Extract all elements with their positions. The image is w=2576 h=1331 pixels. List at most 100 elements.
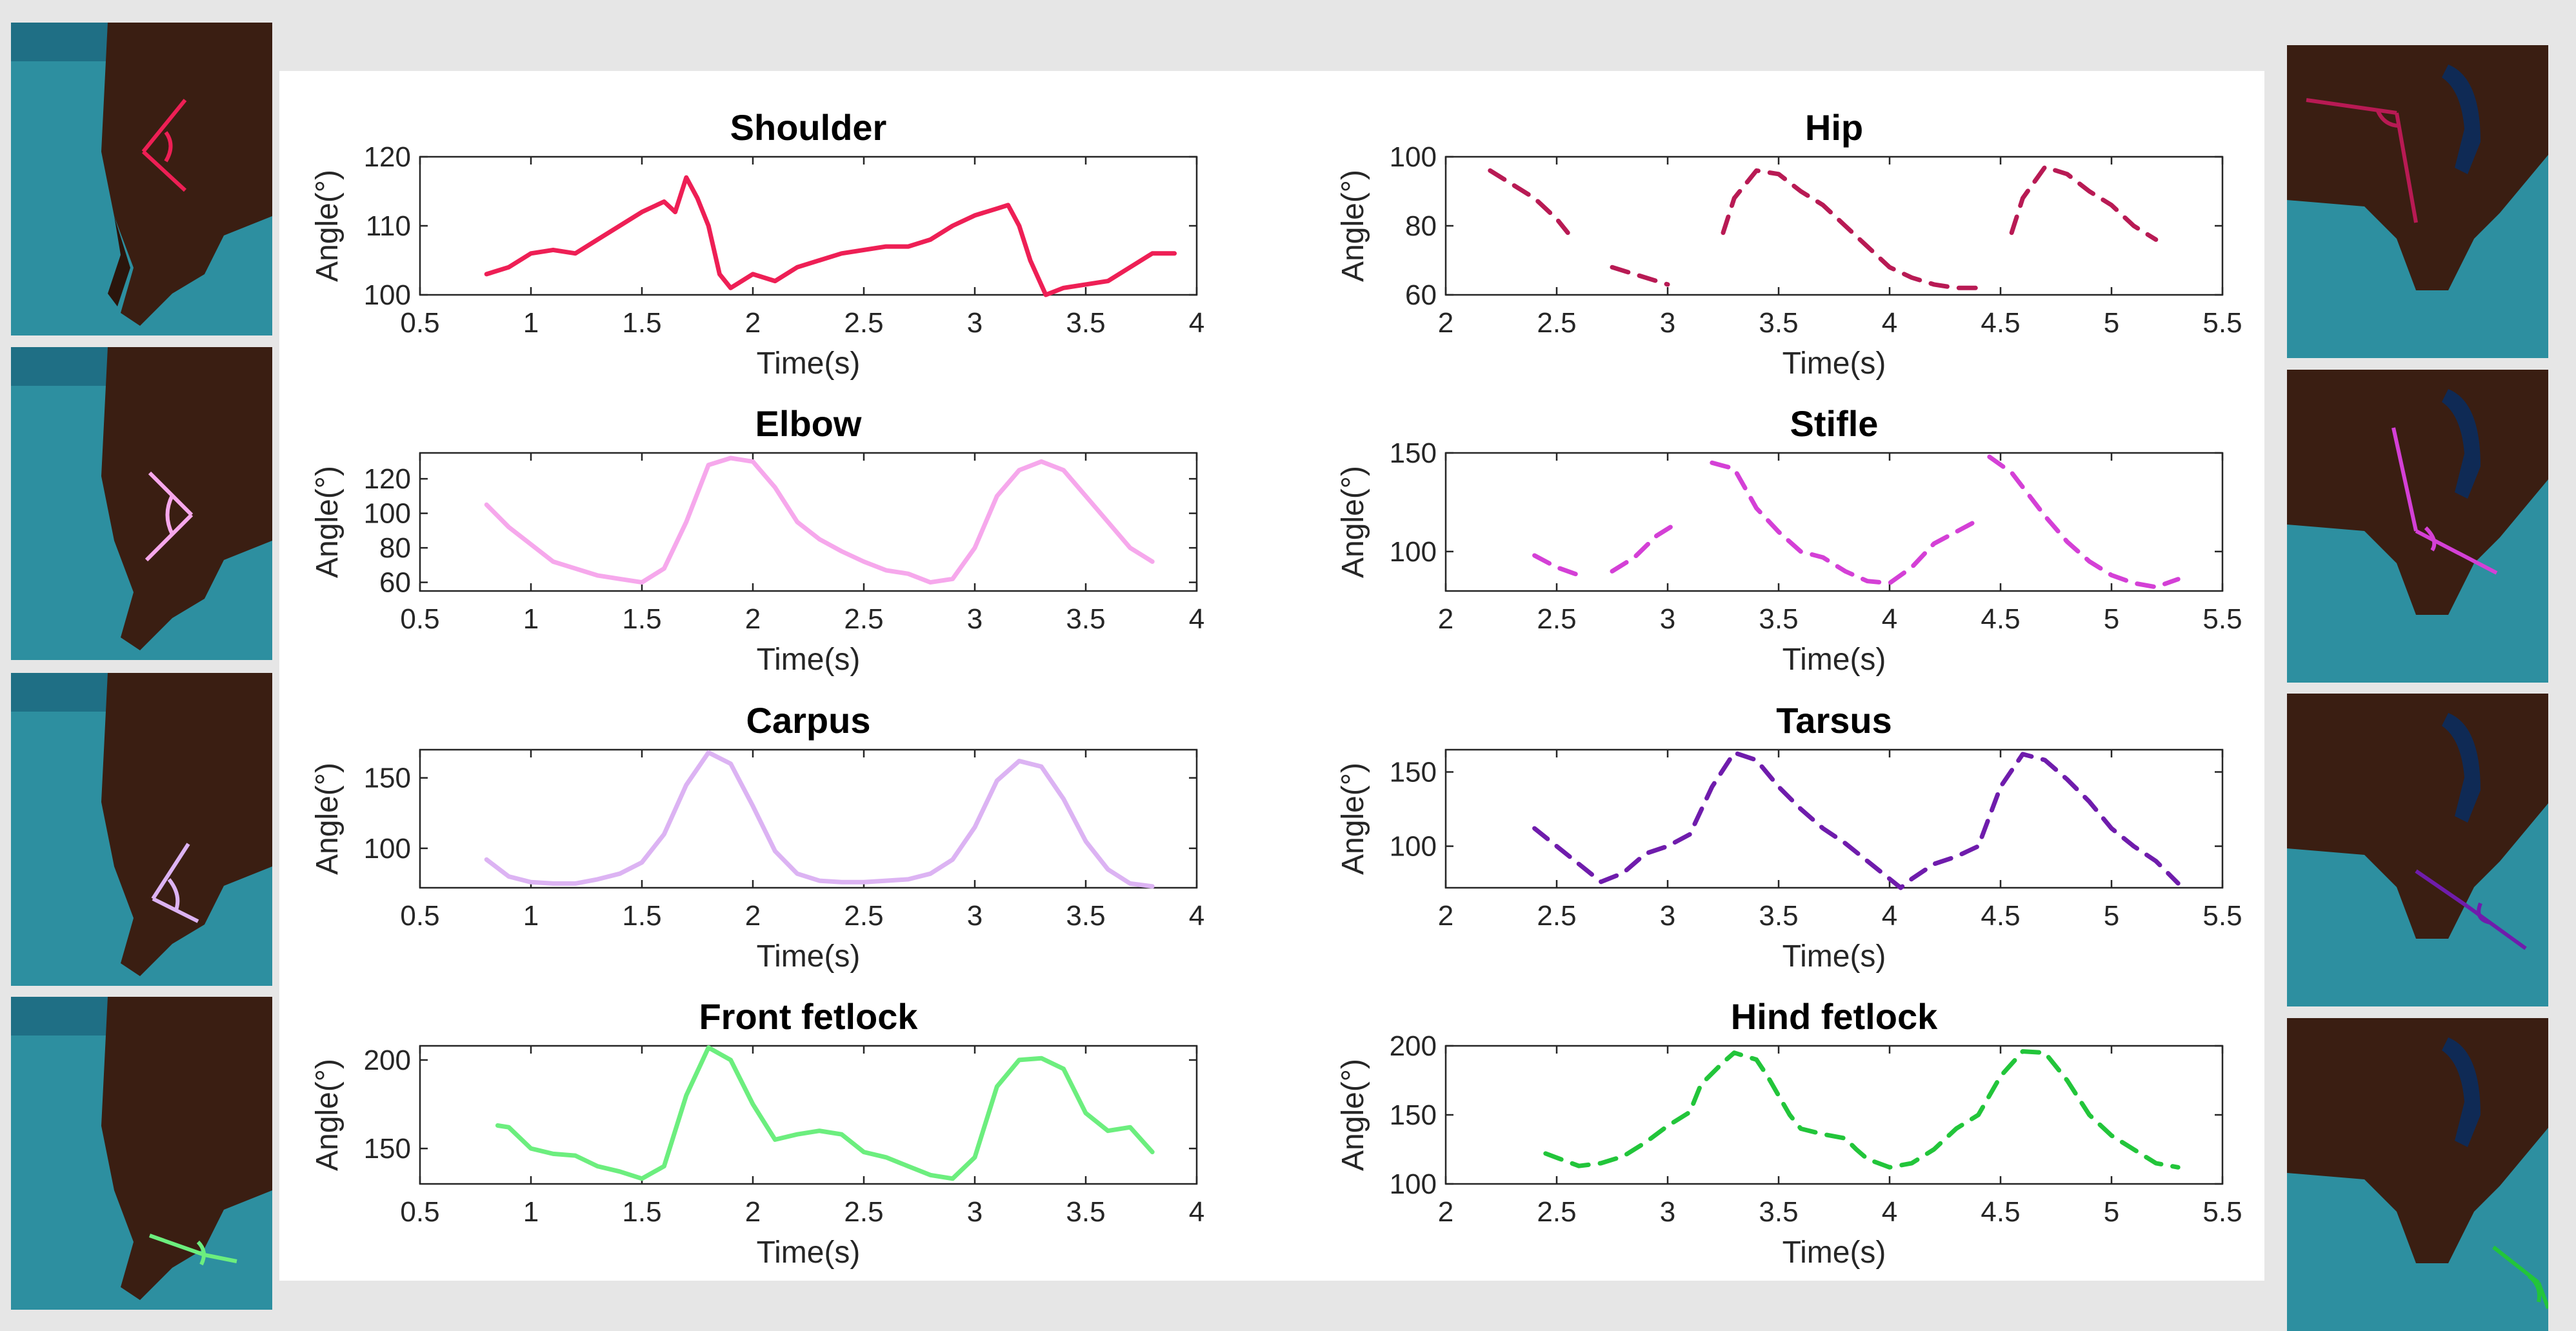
shoulder-y-tick-label: 120 (364, 141, 411, 173)
hind-fetlock-chart: 2 2.5 3 3.5 4 4.5 5 5.5 100 150 200 Hind fetlock Tim… (1336, 996, 2242, 1270)
front-fetlock-x-axis-label: Time(s) (757, 1236, 861, 1270)
tarsus-x-tick-label: 5 (2104, 900, 2119, 932)
stifle-y-tick-label: 150 (1390, 437, 1437, 469)
stifle-x-tick-label: 4.5 (1981, 603, 2020, 635)
elbow-axes-box (419, 452, 1198, 592)
hip-y-tick-label: 80 (1405, 210, 1437, 242)
shoulder-x-tick-label: 2 (745, 307, 761, 339)
hip-x-tick-label: 5.5 (2202, 307, 2242, 339)
front-fetlock-x-tick-label: 2 (745, 1196, 761, 1228)
tarsus-series-line (1532, 750, 2181, 890)
front-fetlock-x-tick-label: 3 (967, 1196, 983, 1228)
front-fetlock-chart: 0.5 1 1.5 2 2.5 3 3.5 4 150 200 Front fetlock Time(… (310, 996, 1204, 1270)
carpus-y-tick-label: 150 (364, 763, 411, 794)
elbow-x-tick-label: 2 (745, 603, 761, 635)
hind-fetlock-x-axis-label: Time(s) (1782, 1236, 1886, 1270)
hind-fetlock-y-tick-label: 100 (1390, 1168, 1437, 1200)
carpus-series-line (484, 750, 1155, 889)
tarsus-photo-image (2287, 694, 2548, 1006)
elbow-x-tick-label: 3 (967, 603, 983, 635)
carpus-title: Carpus (746, 700, 871, 741)
front-fetlock-photo-image (11, 997, 272, 1310)
carpus-x-tick-label: 1 (523, 900, 539, 932)
hip-chart: 2 2.5 3 3.5 4 4.5 5 5.5 60 80 100 Hip Time(s) Angle(°… (1336, 107, 2242, 381)
hind-fetlock-y-tick-label: 200 (1390, 1030, 1437, 1062)
stifle-title: Stifle (1790, 403, 1879, 444)
stifle-series-line (1710, 460, 1981, 586)
shoulder-x-tick-label: 0.5 (400, 307, 439, 339)
shoulder-x-tick-label: 4 (1189, 307, 1204, 339)
front-fetlock-x-tick-label: 1.5 (622, 1196, 661, 1228)
hip-y-tick-label: 100 (1390, 141, 1437, 173)
elbow-x-tick-label: 4 (1189, 603, 1204, 635)
carpus-y-axis-label: Angle(°) (310, 763, 344, 875)
stifle-series-line (1532, 553, 1581, 577)
hip-x-tick-label: 2 (1438, 307, 1453, 339)
elbow-x-tick-label: 2.5 (844, 603, 883, 635)
elbow-y-axis-label: Angle(°) (310, 466, 344, 578)
stifle-x-tick-label: 3.5 (1759, 603, 1798, 635)
hip-x-axis-label: Time(s) (1782, 346, 1886, 381)
carpus-x-tick-label: 0.5 (400, 900, 439, 932)
carpus-photo (11, 673, 272, 986)
hind-fetlock-photo (2287, 1018, 2548, 1331)
stifle-x-axis-label: Time(s) (1782, 643, 1886, 677)
hind-fetlock-axes-box (1444, 1045, 2224, 1185)
carpus-x-tick-label: 1.5 (622, 900, 661, 932)
elbow-x-tick-label: 1.5 (622, 603, 661, 635)
carpus-y-tick-label: 100 (364, 833, 411, 865)
stifle-photo (2287, 370, 2548, 683)
front-fetlock-x-tick-label: 4 (1189, 1196, 1204, 1228)
front-fetlock-axes-box (419, 1045, 1198, 1185)
tarsus-y-tick-label: 150 (1390, 757, 1437, 788)
hind-fetlock-x-tick-label: 3 (1660, 1196, 1675, 1228)
front-fetlock-series-line (495, 1045, 1155, 1181)
front-fetlock-photo (11, 997, 272, 1310)
hind-fetlock-series-line (1543, 1049, 2181, 1170)
hip-x-tick-label: 2.5 (1537, 307, 1576, 339)
tarsus-x-tick-label: 2.5 (1537, 900, 1576, 932)
hip-x-tick-label: 3.5 (1759, 307, 1798, 339)
hind-fetlock-x-tick-label: 5 (2104, 1196, 2119, 1228)
front-fetlock-title: Front fetlock (699, 996, 918, 1037)
tarsus-x-tick-label: 3.5 (1759, 900, 1798, 932)
shoulder-y-tick-label: 100 (364, 279, 411, 311)
stifle-y-axis-label: Angle(°) (1336, 466, 1370, 578)
tarsus-y-tick-label: 100 (1390, 831, 1437, 863)
elbow-y-tick-label: 120 (364, 463, 411, 495)
stifle-chart: 2 2.5 3 3.5 4 4.5 5 5.5 100 150 Stifle Time(s) Angle… (1336, 403, 2242, 677)
hip-x-tick-label: 5 (2104, 307, 2119, 339)
stifle-x-tick-label: 3 (1660, 603, 1675, 635)
stifle-x-tick-label: 2.5 (1537, 603, 1576, 635)
tarsus-x-tick-label: 2 (1438, 900, 1453, 932)
hip-series-line (1721, 168, 1981, 290)
stifle-x-tick-label: 5.5 (2202, 603, 2242, 635)
hip-photo-image (2287, 45, 2548, 358)
elbow-y-tick-label: 80 (379, 532, 411, 564)
stifle-x-tick-label: 5 (2104, 603, 2119, 635)
tarsus-title: Tarsus (1776, 700, 1892, 741)
hind-fetlock-x-tick-label: 4 (1882, 1196, 1897, 1228)
elbow-x-axis-label: Time(s) (757, 643, 861, 677)
front-fetlock-y-axis-label: Angle(°) (310, 1059, 344, 1171)
hind-fetlock-photo-image (2287, 1018, 2548, 1331)
tarsus-x-tick-label: 4.5 (1981, 900, 2020, 932)
tarsus-x-tick-label: 4 (1882, 900, 1897, 932)
shoulder-x-tick-label: 2.5 (844, 307, 883, 339)
hip-series-line (1610, 265, 1670, 287)
tarsus-chart: 2 2.5 3 3.5 4 4.5 5 5.5 100 150 Tarsus Time(s) Angle… (1336, 700, 2242, 974)
front-fetlock-y-tick-label: 200 (364, 1045, 411, 1076)
hind-fetlock-y-tick-label: 150 (1390, 1099, 1437, 1131)
front-fetlock-x-tick-label: 0.5 (400, 1196, 439, 1228)
front-fetlock-y-tick-label: 150 (364, 1133, 411, 1165)
hind-fetlock-x-tick-label: 2 (1438, 1196, 1453, 1228)
hind-fetlock-title: Hind fetlock (1731, 996, 1938, 1037)
figure-canvas: 0.5 1 1.5 2 2.5 3 3.5 4 100 110 120 Shoulder Time(s)… (310, 107, 2242, 1270)
stifle-y-tick-label: 100 (1390, 536, 1437, 568)
carpus-x-tick-label: 2.5 (844, 900, 883, 932)
elbow-photo-image (11, 347, 272, 660)
elbow-y-tick-label: 100 (364, 498, 411, 530)
shoulder-x-tick-label: 1.5 (622, 307, 661, 339)
hind-fetlock-x-tick-label: 5.5 (2202, 1196, 2242, 1228)
